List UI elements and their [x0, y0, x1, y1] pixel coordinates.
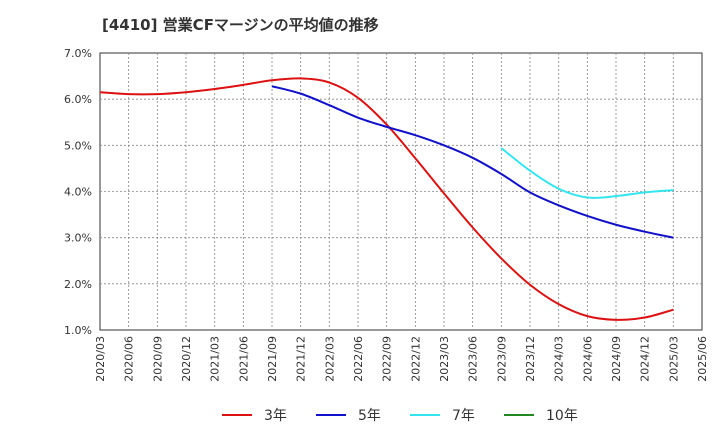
x-tick-label: 2025/06 [696, 336, 709, 382]
x-tick-label: 2023/12 [524, 336, 537, 382]
x-tick-label: 2020/06 [123, 336, 136, 382]
x-tick-label: 2021/03 [209, 336, 222, 382]
x-tick-label: 2022/12 [409, 336, 422, 382]
y-tick-label: 2.0% [64, 278, 92, 291]
y-tick-label: 6.0% [64, 93, 92, 106]
y-tick-label: 7.0% [64, 47, 92, 60]
legend-label: 5年 [358, 408, 381, 424]
x-tick-label: 2021/09 [266, 336, 279, 382]
y-tick-label: 5.0% [64, 139, 92, 152]
series-line-3年 [99, 77, 674, 321]
series-line-5年 [271, 85, 674, 239]
x-tick-label: 2023/09 [495, 336, 508, 382]
x-tick-label: 2020/03 [94, 336, 107, 382]
x-tick-label: 2022/03 [323, 336, 336, 382]
x-tick-label: 2024/12 [639, 336, 652, 382]
grid [99, 52, 703, 331]
x-tick-label: 2020/09 [151, 336, 164, 382]
x-tick-label: 2023/03 [438, 336, 451, 382]
x-tick-label: 2022/06 [352, 336, 365, 382]
axes: 1.0% 2.0% 3.0% 4.0% 5.0% 6.0% 7.0% 2020/03 2020/… [64, 47, 709, 382]
legend-label: 3年 [264, 408, 287, 424]
x-tick-label: 2024/03 [553, 336, 566, 382]
chart-title: [4410] 営業CFマージンの平均値の推移 [102, 16, 379, 34]
x-tick-label: 2020/12 [180, 336, 193, 382]
series-lines [99, 77, 674, 321]
x-tick-label: 2024/06 [581, 336, 594, 382]
x-tick-label: 2025/03 [667, 336, 680, 382]
x-tick-label: 2021/12 [295, 336, 308, 382]
legend: 3年 5年 7年 10年 [222, 408, 578, 424]
x-tick-label: 2024/09 [610, 336, 623, 382]
legend-label: 7年 [452, 408, 475, 424]
x-tick-label: 2023/06 [467, 336, 480, 382]
x-tick-label: 2022/09 [381, 336, 394, 382]
y-tick-label: 4.0% [64, 186, 92, 199]
legend-label: 10年 [546, 408, 578, 424]
y-tick-label: 3.0% [64, 232, 92, 245]
series-line-7年 [500, 147, 674, 199]
x-tick-label: 2021/06 [237, 336, 250, 382]
y-tick-label: 1.0% [64, 324, 92, 337]
